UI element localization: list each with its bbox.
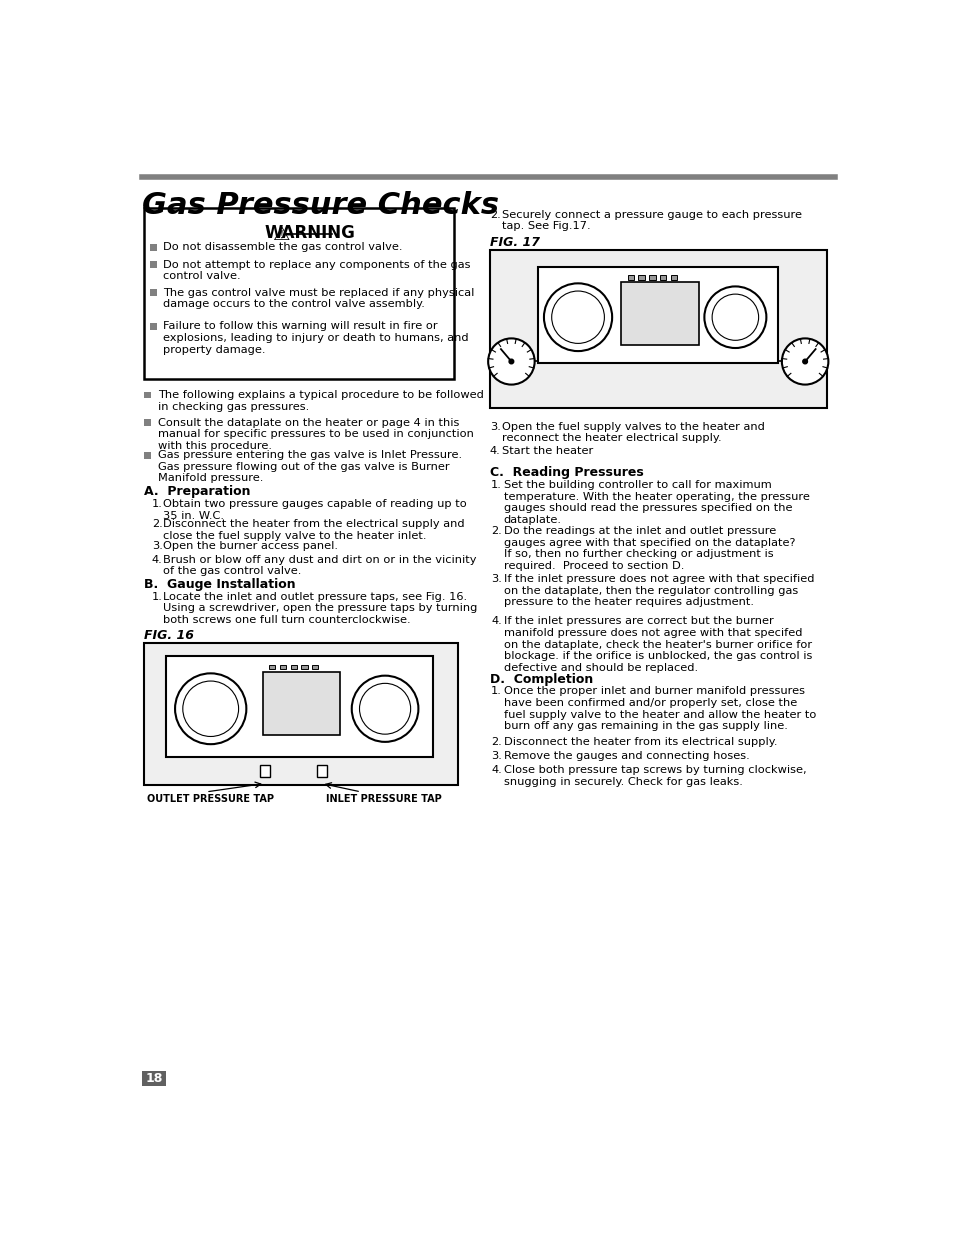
FancyBboxPatch shape xyxy=(489,249,826,408)
FancyBboxPatch shape xyxy=(279,664,286,669)
Text: Gas pressure entering the gas valve is Inlet Pressure.
Gas pressure flowing out : Gas pressure entering the gas valve is I… xyxy=(158,450,461,483)
Circle shape xyxy=(183,680,238,736)
Circle shape xyxy=(802,359,806,364)
Text: Remove the gauges and connecting hoses.: Remove the gauges and connecting hoses. xyxy=(503,751,749,761)
Text: 3.: 3. xyxy=(491,751,501,761)
Text: B.  Gauge Installation: B. Gauge Installation xyxy=(144,578,295,590)
FancyBboxPatch shape xyxy=(144,419,151,426)
Circle shape xyxy=(174,673,246,745)
FancyBboxPatch shape xyxy=(316,764,327,777)
Text: 3.: 3. xyxy=(152,541,163,551)
FancyBboxPatch shape xyxy=(670,275,677,280)
Text: If the inlet pressures are correct but the burner
manifold pressure does not agr: If the inlet pressures are correct but t… xyxy=(503,616,811,673)
Text: 1.: 1. xyxy=(152,592,163,601)
Text: A.  Preparation: A. Preparation xyxy=(144,485,251,499)
Text: The gas control valve must be replaced if any physical
damage occurs to the cont: The gas control valve must be replaced i… xyxy=(162,288,474,309)
Text: Open the fuel supply valves to the heater and
reconnect the heater electrical su: Open the fuel supply valves to the heate… xyxy=(501,421,764,443)
Text: Close both pressure tap screws by turning clockwise,
snugging in securely. Check: Close both pressure tap screws by turnin… xyxy=(503,764,805,787)
Text: 2.: 2. xyxy=(491,737,501,747)
Text: C.  Reading Pressures: C. Reading Pressures xyxy=(489,466,642,479)
FancyBboxPatch shape xyxy=(537,267,778,363)
FancyBboxPatch shape xyxy=(144,452,151,458)
FancyBboxPatch shape xyxy=(301,664,307,669)
FancyBboxPatch shape xyxy=(150,243,157,251)
Text: Set the building controller to call for maximum
temperature. With the heater ope: Set the building controller to call for … xyxy=(503,480,809,525)
Text: 3.: 3. xyxy=(489,421,500,431)
Text: Disconnect the heater from its electrical supply.: Disconnect the heater from its electrica… xyxy=(503,737,777,747)
Text: 3.: 3. xyxy=(491,574,501,584)
FancyBboxPatch shape xyxy=(620,282,699,346)
Circle shape xyxy=(509,359,513,364)
Circle shape xyxy=(781,338,827,384)
FancyBboxPatch shape xyxy=(312,664,318,669)
FancyBboxPatch shape xyxy=(659,275,666,280)
FancyBboxPatch shape xyxy=(150,262,157,268)
FancyBboxPatch shape xyxy=(269,664,274,669)
Text: Once the proper inlet and burner manifold pressures
have been confirmed and/or p: Once the proper inlet and burner manifol… xyxy=(503,687,815,731)
Text: 1.: 1. xyxy=(491,687,501,697)
Circle shape xyxy=(488,338,534,384)
Text: WARNING: WARNING xyxy=(264,224,355,242)
Text: FIG. 17: FIG. 17 xyxy=(489,236,539,249)
Text: 2.: 2. xyxy=(489,210,500,220)
Text: Obtain two pressure gauges capable of reading up to
35 in. W.C.: Obtain two pressure gauges capable of re… xyxy=(162,499,466,521)
Text: If the inlet pressure does not agree with that specified
on the dataplate, then : If the inlet pressure does not agree wit… xyxy=(503,574,813,608)
Text: The following explains a typical procedure to be followed
in checking gas pressu: The following explains a typical procedu… xyxy=(158,390,483,411)
Text: ⚠: ⚠ xyxy=(273,225,291,245)
Circle shape xyxy=(551,291,604,343)
Text: 4.: 4. xyxy=(491,616,501,626)
FancyBboxPatch shape xyxy=(260,764,270,777)
Text: Start the heater: Start the heater xyxy=(501,446,593,456)
FancyBboxPatch shape xyxy=(649,275,655,280)
Text: Brush or blow off any dust and dirt on or in the vicinity
of the gas control val: Brush or blow off any dust and dirt on o… xyxy=(162,555,476,577)
Text: INLET PRESSURE TAP: INLET PRESSURE TAP xyxy=(326,794,441,804)
Text: Failure to follow this warning will result in fire or
explosions, leading to inj: Failure to follow this warning will resu… xyxy=(162,321,468,354)
Circle shape xyxy=(359,683,410,734)
FancyBboxPatch shape xyxy=(291,664,296,669)
Circle shape xyxy=(543,283,612,351)
Text: Do not attempt to replace any components of the gas
control valve.: Do not attempt to replace any components… xyxy=(162,259,470,282)
FancyBboxPatch shape xyxy=(144,209,454,379)
FancyBboxPatch shape xyxy=(638,275,644,280)
Text: 2.: 2. xyxy=(152,520,162,530)
Text: OUTLET PRESSURE TAP: OUTLET PRESSURE TAP xyxy=(147,794,274,804)
FancyBboxPatch shape xyxy=(150,289,157,296)
Text: 4.: 4. xyxy=(152,555,162,564)
Text: Disconnect the heater from the electrical supply and
close the fuel supply valve: Disconnect the heater from the electrica… xyxy=(162,520,464,541)
Circle shape xyxy=(352,676,418,742)
Circle shape xyxy=(711,294,758,341)
FancyBboxPatch shape xyxy=(166,656,433,757)
FancyBboxPatch shape xyxy=(627,275,633,280)
Text: FIG. 16: FIG. 16 xyxy=(144,629,193,642)
FancyBboxPatch shape xyxy=(150,324,157,330)
Text: 4.: 4. xyxy=(491,764,501,776)
Text: 1.: 1. xyxy=(152,499,163,509)
FancyBboxPatch shape xyxy=(144,391,151,399)
Text: Do not disassemble the gas control valve.: Do not disassemble the gas control valve… xyxy=(162,242,402,252)
Text: Do the readings at the inlet and outlet pressure
gauges agree with that specifie: Do the readings at the inlet and outlet … xyxy=(503,526,794,571)
Text: 2.: 2. xyxy=(491,526,501,536)
Text: 4.: 4. xyxy=(489,446,500,456)
Text: Gas Pressure Checks: Gas Pressure Checks xyxy=(142,190,499,220)
Text: D.  Completion: D. Completion xyxy=(489,673,593,685)
Text: Consult the dataplate on the heater or page 4 in this
manual for specific pressu: Consult the dataplate on the heater or p… xyxy=(158,417,474,451)
Circle shape xyxy=(703,287,765,348)
Text: Locate the inlet and outlet pressure taps, see Fig. 16.
Using a screwdriver, ope: Locate the inlet and outlet pressure tap… xyxy=(162,592,476,625)
FancyBboxPatch shape xyxy=(262,672,340,735)
Text: 18: 18 xyxy=(145,1072,163,1086)
Text: 1.: 1. xyxy=(491,480,501,490)
Text: Open the burner access panel.: Open the burner access panel. xyxy=(162,541,337,551)
Text: Securely connect a pressure gauge to each pressure
tap. See Fig.17.: Securely connect a pressure gauge to eac… xyxy=(501,210,801,231)
FancyBboxPatch shape xyxy=(144,642,457,785)
FancyBboxPatch shape xyxy=(142,1071,166,1086)
